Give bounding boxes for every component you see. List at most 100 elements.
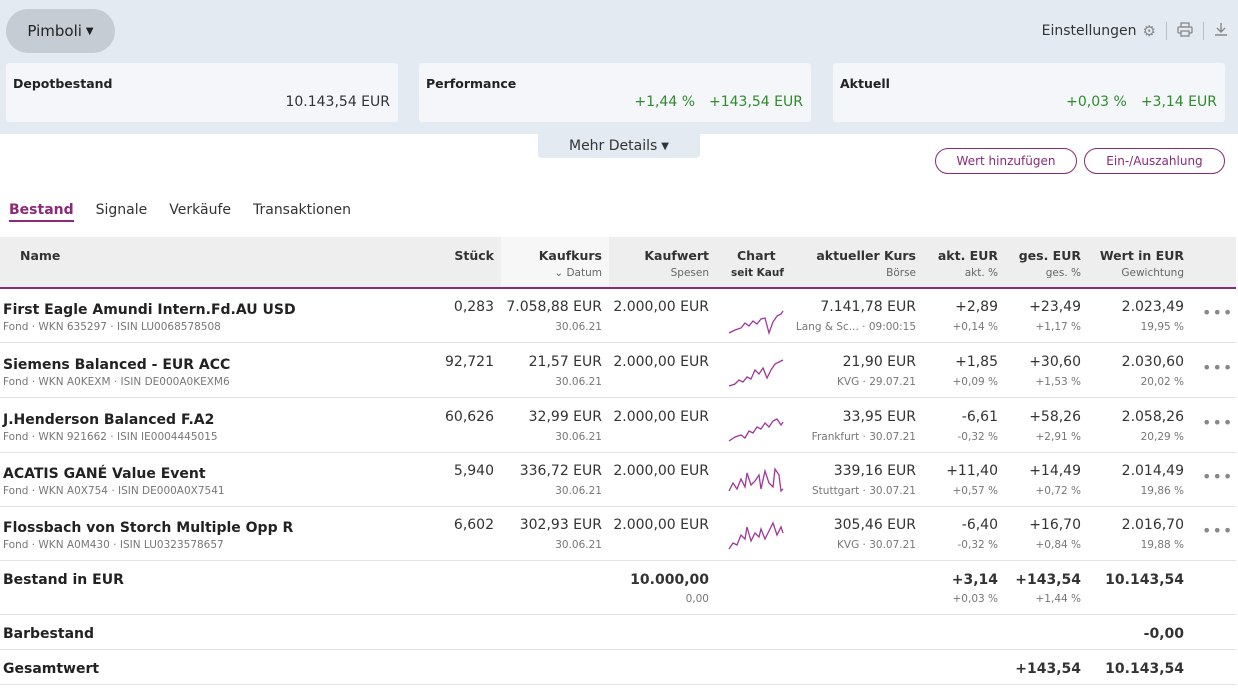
- kaufwert-value: 2.000,00 EUR: [613, 354, 709, 370]
- sorted-column-highlight: [501, 237, 609, 287]
- wert-value: 2.058,26: [1121, 409, 1184, 425]
- cash-label: Barbestand: [3, 626, 94, 642]
- col-name[interactable]: Name: [20, 248, 61, 263]
- fund-name[interactable]: J.Henderson Balanced F.A2: [3, 412, 215, 428]
- ges-pct-value: +0,84 %: [1035, 539, 1082, 551]
- kaufdatum-value: 30.06.21: [555, 431, 602, 443]
- akt-eur-value: +1,85: [955, 354, 998, 370]
- col-kaufkurs-sort[interactable]: ⌄ Datum: [554, 267, 602, 279]
- performance-pct: +1,44 %: [634, 94, 695, 110]
- print-icon[interactable]: [1177, 21, 1193, 41]
- add-value-button[interactable]: Wert hinzufügen: [935, 148, 1077, 174]
- table-row[interactable]: Flossbach von Storch Multiple Opp R Fond …: [0, 507, 1236, 561]
- boerse-value: Stuttgart · 30.07.21: [812, 485, 916, 497]
- sparkline-path: [728, 467, 784, 493]
- stueck-value: 60,626: [445, 409, 494, 425]
- tab-bestand[interactable]: Bestand: [9, 202, 74, 222]
- aktuell-card: Aktuell +0,03 % +3,14 EUR: [833, 63, 1225, 122]
- grand-total-ges: +143,54: [1015, 661, 1081, 677]
- more-options-icon[interactable]: •••: [1202, 358, 1234, 377]
- gear-icon[interactable]: ⚙: [1142, 22, 1156, 40]
- more-details-toggle[interactable]: Mehr Details ▼: [538, 134, 700, 158]
- divider: [1203, 22, 1204, 40]
- ges-pct-value: +1,53 %: [1035, 376, 1082, 388]
- total-ges-pct: +1,44 %: [1035, 593, 1082, 605]
- sparkline-chart[interactable]: [727, 515, 785, 555]
- fund-name[interactable]: First Eagle Amundi Intern.Fd.AU USD: [3, 302, 296, 318]
- total-row: Bestand in EUR 10.000,00 0,00 +3,14 +0,0…: [0, 561, 1236, 615]
- fund-name[interactable]: ACATIS GANÉ Value Event: [3, 466, 206, 482]
- cash-value: -0,00: [1143, 626, 1184, 642]
- col-akt[interactable]: akt. EUR: [937, 248, 998, 263]
- kurs-value: 33,95 EUR: [842, 409, 916, 425]
- more-details-label: Mehr Details: [568, 138, 658, 154]
- more-options-icon[interactable]: •••: [1202, 413, 1234, 432]
- col-ges-sub: ges. %: [1045, 267, 1081, 279]
- col-chart-sub[interactable]: seit Kauf: [731, 267, 784, 279]
- more-options-icon[interactable]: •••: [1202, 303, 1234, 322]
- fund-name[interactable]: Flossbach von Storch Multiple Opp R: [3, 520, 294, 536]
- divider: [1166, 22, 1167, 40]
- sparkline-chart[interactable]: [727, 461, 785, 501]
- fund-meta: Fond · WKN 635297 · ISIN LU0068578508: [3, 321, 221, 333]
- ges-eur-value: +58,26: [1029, 409, 1081, 425]
- col-wert-sub: Gewichtung: [1121, 267, 1184, 279]
- table-header: Name Stück Kaufkurs ⌄ Datum Kaufwert Spe…: [0, 237, 1236, 289]
- more-options-icon[interactable]: •••: [1202, 467, 1234, 486]
- col-wert[interactable]: Wert in EUR: [1099, 248, 1184, 263]
- fund-meta: Fond · WKN 921662 · ISIN IE0004445015: [3, 431, 218, 443]
- table-row[interactable]: Siemens Balanced - EUR ACC Fond · WKN A0K…: [0, 344, 1236, 398]
- settings-link[interactable]: Einstellungen: [1041, 23, 1137, 39]
- akt-pct-value: -0,32 %: [957, 539, 998, 551]
- boerse-value: KVG · 29.07.21: [837, 376, 916, 388]
- akt-eur-value: -6,61: [961, 409, 998, 425]
- gewichtung-value: 20,29 %: [1140, 431, 1184, 443]
- total-akt-pct: +0,03 %: [952, 593, 999, 605]
- wert-value: 2.030,60: [1121, 354, 1184, 370]
- table-row[interactable]: First Eagle Amundi Intern.Fd.AU USD Fond …: [0, 289, 1236, 343]
- download-icon[interactable]: [1214, 22, 1228, 41]
- depot-selector-button[interactable]: Pimboli ▼: [6, 9, 115, 53]
- kurs-value: 339,16 EUR: [833, 463, 916, 479]
- ges-pct-value: +2,91 %: [1035, 431, 1082, 443]
- tab-transaktionen[interactable]: Transaktionen: [252, 202, 351, 218]
- col-stueck[interactable]: Stück: [454, 248, 494, 263]
- tab-verkaeufe[interactable]: Verkäufe: [169, 202, 231, 218]
- akt-pct-value: +0,09 %: [952, 376, 999, 388]
- akt-eur-value: +2,89: [955, 299, 998, 315]
- col-kaufwert[interactable]: Kaufwert: [644, 248, 709, 263]
- performance-abs: +143,54 EUR: [709, 94, 803, 110]
- sparkline-chart[interactable]: [727, 407, 785, 447]
- table-row[interactable]: J.Henderson Balanced F.A2 Fond · WKN 9216…: [0, 399, 1236, 453]
- sparkline-chart[interactable]: [727, 352, 785, 392]
- sparkline-path: [728, 418, 784, 442]
- col-akt-sub: akt. %: [964, 267, 998, 279]
- akt-pct-value: +0,14 %: [952, 321, 999, 333]
- total-kaufwert: 10.000,00: [630, 572, 709, 588]
- tab-signale[interactable]: Signale: [95, 202, 148, 218]
- col-kurs[interactable]: aktueller Kurs: [816, 248, 916, 263]
- boerse-value: Frankfurt · 30.07.21: [811, 431, 916, 443]
- fund-name[interactable]: Siemens Balanced - EUR ACC: [3, 357, 231, 373]
- kaufkurs-value: 32,99 EUR: [528, 409, 602, 425]
- grand-total-wert: 10.143,54: [1105, 661, 1184, 677]
- more-options-icon[interactable]: •••: [1202, 521, 1234, 540]
- total-ges: +143,54: [1015, 572, 1081, 588]
- table-row[interactable]: ACATIS GANÉ Value Event Fond · WKN A0X754…: [0, 453, 1236, 507]
- boerse-value: KVG · 30.07.21: [837, 539, 916, 551]
- ges-eur-value: +14,49: [1029, 463, 1081, 479]
- total-label: Bestand in EUR: [3, 572, 124, 588]
- depotbestand-card: Depotbestand 10.143,54 EUR: [6, 63, 398, 122]
- col-ges[interactable]: ges. EUR: [1018, 248, 1081, 263]
- sparkline-chart[interactable]: [727, 297, 785, 337]
- col-chart[interactable]: Chart: [737, 248, 776, 263]
- kurs-value: 7.141,78 EUR: [820, 299, 916, 315]
- ges-eur-value: +16,70: [1029, 517, 1081, 533]
- ges-eur-value: +30,60: [1029, 354, 1081, 370]
- kaufwert-value: 2.000,00 EUR: [613, 409, 709, 425]
- kurs-value: 21,90 EUR: [842, 354, 916, 370]
- wert-value: 2.014,49: [1121, 463, 1184, 479]
- deposit-withdraw-button[interactable]: Ein-/Auszahlung: [1084, 148, 1225, 174]
- kaufdatum-value: 30.06.21: [555, 376, 602, 388]
- col-kaufkurs[interactable]: Kaufkurs: [538, 248, 602, 263]
